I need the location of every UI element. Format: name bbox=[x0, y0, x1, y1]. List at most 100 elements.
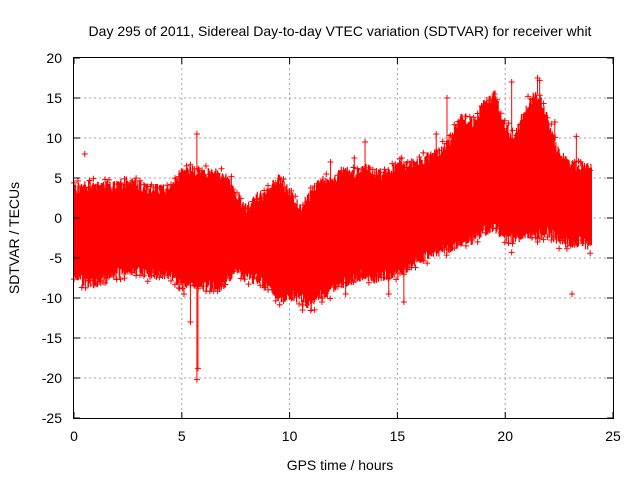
data-point bbox=[117, 276, 124, 283]
data-point bbox=[105, 273, 112, 280]
y-axis-label: SDTVAR / TECUs bbox=[6, 182, 22, 294]
spike-point bbox=[577, 159, 584, 165]
data-point bbox=[474, 238, 481, 245]
data-point bbox=[334, 172, 341, 179]
spike-point bbox=[318, 299, 325, 305]
data-point bbox=[563, 245, 570, 252]
data-point bbox=[327, 295, 334, 302]
spike-point bbox=[491, 91, 498, 97]
data-point bbox=[175, 173, 182, 180]
data-point bbox=[179, 171, 186, 178]
data-point bbox=[412, 264, 419, 271]
spike-point bbox=[536, 77, 543, 84]
data-point bbox=[129, 178, 136, 185]
data-point bbox=[501, 117, 508, 124]
spike-point bbox=[194, 365, 201, 372]
data-point bbox=[171, 281, 178, 288]
data-point bbox=[191, 282, 198, 289]
data-point bbox=[490, 225, 497, 232]
data-point bbox=[152, 269, 159, 276]
data-point bbox=[90, 175, 97, 182]
data-point bbox=[140, 272, 147, 279]
spike-point bbox=[176, 285, 183, 292]
data-point bbox=[292, 193, 299, 200]
data-point bbox=[486, 97, 493, 104]
data-point bbox=[315, 293, 322, 300]
data-point bbox=[210, 172, 217, 179]
spike-point bbox=[443, 95, 450, 101]
data-point bbox=[94, 184, 101, 191]
spike-point bbox=[180, 291, 187, 297]
data-point bbox=[377, 169, 384, 176]
spike-point bbox=[508, 79, 515, 85]
data-point bbox=[148, 181, 155, 188]
data-point bbox=[307, 185, 314, 192]
data-point bbox=[416, 154, 423, 161]
data-point bbox=[459, 238, 466, 245]
data-point bbox=[373, 172, 380, 179]
data-point bbox=[74, 270, 81, 277]
y-tick-label: -15 bbox=[42, 330, 62, 346]
data-point bbox=[168, 277, 175, 284]
data-point bbox=[428, 153, 435, 160]
data-point bbox=[451, 245, 458, 252]
data-point bbox=[559, 237, 566, 244]
data-point bbox=[102, 279, 109, 286]
data-point bbox=[517, 232, 524, 239]
y-axis-ticks: -25 -20 -15 -10 -5 0 5 10 15 20 bbox=[42, 50, 613, 426]
data-point bbox=[226, 275, 233, 282]
data-point bbox=[389, 160, 396, 167]
data-point bbox=[579, 240, 586, 247]
data-point bbox=[191, 166, 198, 173]
y-tick-label: 10 bbox=[46, 130, 62, 146]
plot-frame bbox=[73, 57, 614, 419]
data-point bbox=[548, 237, 555, 244]
data-point bbox=[156, 274, 163, 281]
data-point bbox=[303, 199, 310, 206]
data-point bbox=[168, 181, 175, 188]
data-point bbox=[404, 159, 411, 166]
data-point bbox=[466, 113, 473, 120]
data-point bbox=[358, 272, 365, 279]
data-point bbox=[98, 278, 105, 285]
data-point bbox=[358, 166, 365, 173]
data-point bbox=[556, 153, 563, 160]
data-point bbox=[505, 120, 512, 127]
data-point bbox=[494, 96, 501, 103]
data-point bbox=[334, 283, 341, 290]
data-point bbox=[451, 121, 458, 128]
data-point bbox=[195, 165, 202, 172]
data-point bbox=[540, 236, 547, 243]
spike-point bbox=[551, 119, 558, 125]
data-point bbox=[86, 277, 93, 284]
data-point bbox=[249, 198, 256, 205]
data-point bbox=[567, 164, 574, 171]
data-point bbox=[136, 272, 143, 279]
data-point bbox=[276, 301, 283, 308]
data-point bbox=[245, 205, 252, 212]
spike-point bbox=[508, 249, 515, 256]
data-point bbox=[583, 237, 590, 244]
data-point bbox=[478, 102, 485, 109]
data-point bbox=[237, 195, 244, 202]
data-point bbox=[428, 247, 435, 254]
data-point bbox=[105, 176, 112, 183]
spike-point bbox=[400, 299, 407, 305]
data-point bbox=[78, 184, 85, 191]
data-point bbox=[133, 175, 140, 182]
data-point bbox=[136, 177, 143, 184]
data-point bbox=[261, 284, 268, 291]
x-tick-label: 20 bbox=[497, 428, 513, 444]
data-point bbox=[183, 162, 190, 169]
x-tick-label: 15 bbox=[390, 428, 406, 444]
data-point bbox=[540, 100, 547, 107]
data-point bbox=[525, 93, 532, 100]
data-point bbox=[268, 185, 275, 192]
data-point bbox=[439, 246, 446, 253]
data-point bbox=[482, 101, 489, 108]
data-point bbox=[199, 283, 206, 290]
x-tick-label: 0 bbox=[70, 428, 78, 444]
data-point bbox=[369, 166, 376, 173]
y-tick-label: 5 bbox=[54, 170, 62, 186]
data-point bbox=[152, 183, 159, 190]
